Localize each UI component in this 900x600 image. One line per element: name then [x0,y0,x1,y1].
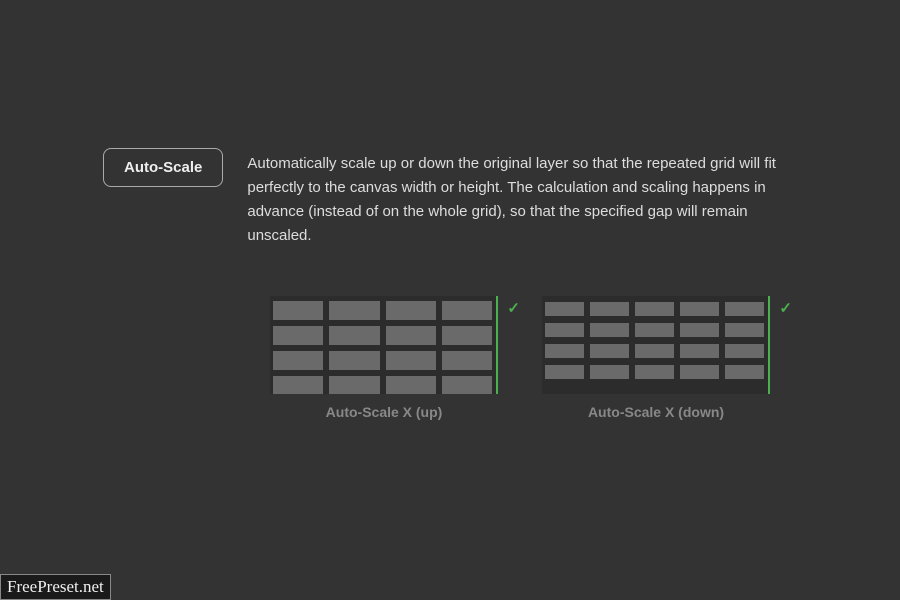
grid-cell [329,326,379,345]
feature-row: Auto-Scale Automatically scale up or dow… [103,152,803,248]
grid-cell [680,323,719,337]
grid-cell [545,302,584,316]
grid-cell [545,323,584,337]
grid-cell [680,344,719,358]
check-icon: ✓ [507,299,520,317]
grid-cell [590,302,629,316]
grid-cell [725,344,764,358]
grid-cell [329,351,379,370]
diagram-right: ✓ Auto-Scale X (down) [542,296,770,420]
watermark: FreePreset.net [0,574,111,600]
diagram-label-right: Auto-Scale X (down) [588,404,724,420]
grid-cell [590,344,629,358]
grid-cell [273,351,323,370]
grid-cell [442,301,492,320]
grid-cell [273,301,323,320]
grid-cell [329,376,379,394]
canvas-boundary-right [768,296,770,394]
diagram-label-left: Auto-Scale X (up) [326,404,443,420]
grid-cell [442,376,492,394]
grid-cell [635,302,674,316]
grid-cell [545,344,584,358]
diagram-frame-right: ✓ [542,296,770,394]
auto-scale-button[interactable]: Auto-Scale [103,148,223,187]
grid-cell [680,365,719,379]
grid-cell [329,301,379,320]
feature-description: Automatically scale up or down the origi… [247,152,787,248]
grid-cell [273,326,323,345]
grid-canvas-right [542,296,768,394]
grid-cell [635,344,674,358]
grid-cell [386,301,436,320]
grid-cell [386,376,436,394]
canvas-boundary-left [496,296,498,394]
grid-cell [635,365,674,379]
grid-cell [725,365,764,379]
diagram-left: ✓ Auto-Scale X (up) [270,296,498,420]
check-icon: ✓ [779,299,792,317]
grid-canvas-left [270,296,496,394]
grid-cell [273,376,323,394]
grid-cell [725,323,764,337]
grid-cell [590,365,629,379]
grid-cell [725,302,764,316]
grid-cell [590,323,629,337]
grid-cell [442,326,492,345]
grid-cell [545,365,584,379]
grid-cell [386,351,436,370]
grid-cell [442,351,492,370]
grid-cell [680,302,719,316]
grid-cell [635,323,674,337]
diagram-container: ✓ Auto-Scale X (up) ✓ Auto-Scale X (down… [270,296,770,420]
grid-cell [386,326,436,345]
diagram-frame-left: ✓ [270,296,498,394]
